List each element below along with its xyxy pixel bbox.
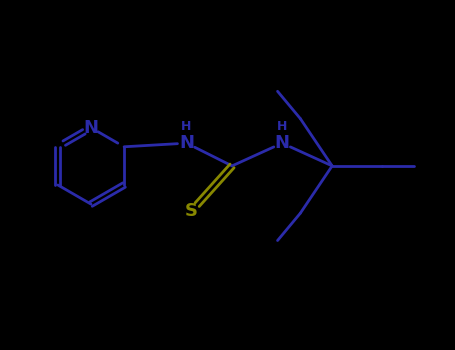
Text: H: H [277, 120, 287, 133]
Text: N: N [84, 119, 98, 137]
Text: H: H [182, 120, 192, 133]
Text: N: N [275, 134, 289, 152]
Text: S: S [185, 202, 197, 220]
Text: N: N [179, 134, 194, 152]
